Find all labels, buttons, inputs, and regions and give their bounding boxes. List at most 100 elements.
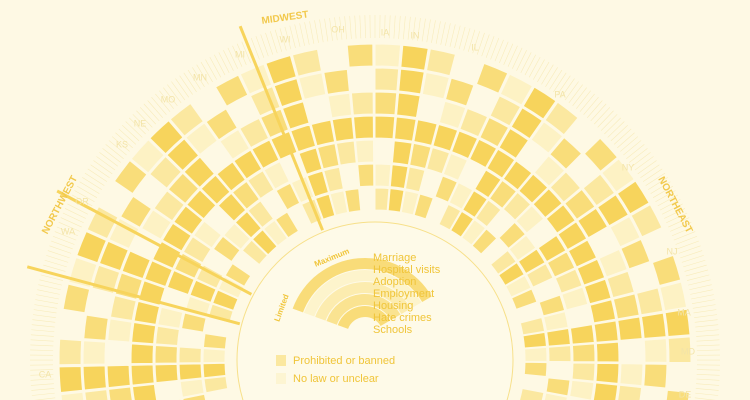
- tick: [30, 383, 54, 386]
- tick: [695, 329, 719, 333]
- tick: [681, 255, 704, 263]
- state-label: IN: [411, 30, 420, 40]
- tick: [600, 114, 618, 131]
- cell: [459, 107, 489, 138]
- tick: [35, 299, 59, 304]
- cell: [223, 222, 251, 250]
- tick: [650, 181, 671, 194]
- state-label: WA: [61, 226, 75, 236]
- tick: [115, 132, 133, 149]
- tick: [44, 259, 67, 268]
- cell: [643, 363, 668, 389]
- cell: [109, 295, 137, 322]
- cell: [543, 311, 569, 332]
- cell: [217, 275, 245, 299]
- cell: [498, 127, 530, 160]
- tick: [304, 22, 310, 45]
- cell: [130, 343, 155, 365]
- cell: [617, 316, 643, 341]
- cell: [546, 251, 576, 278]
- cell: [83, 314, 109, 341]
- cell: [310, 119, 336, 147]
- cell: [640, 312, 667, 339]
- cell: [557, 221, 588, 251]
- cell: [450, 130, 479, 160]
- tick: [54, 231, 77, 241]
- tick: [463, 28, 471, 51]
- legend-right: Housing: [373, 300, 413, 312]
- cell: [525, 263, 554, 288]
- legend-ring: [315, 281, 411, 321]
- tick: [634, 156, 654, 171]
- tick: [43, 264, 66, 272]
- cell: [182, 236, 212, 264]
- tick: [118, 128, 137, 145]
- tick: [227, 47, 238, 69]
- cell: [182, 393, 207, 400]
- tick: [557, 75, 571, 95]
- cell: [519, 387, 545, 400]
- cell: [659, 281, 688, 312]
- cell: [471, 228, 498, 255]
- cell: [510, 288, 538, 310]
- cell: [154, 344, 178, 364]
- tick: [214, 54, 226, 76]
- cell: [178, 346, 202, 364]
- tick: [597, 110, 614, 128]
- tick: [344, 16, 347, 40]
- cell: [327, 92, 353, 119]
- cell: [461, 218, 487, 246]
- tick: [683, 259, 706, 268]
- tick: [129, 117, 146, 135]
- tick: [36, 294, 59, 300]
- cell: [157, 306, 184, 329]
- tick: [179, 75, 193, 95]
- state-label: IA: [381, 27, 390, 37]
- cell: [549, 136, 583, 170]
- tick: [664, 208, 686, 219]
- tick: [71, 194, 93, 207]
- cell: [149, 155, 183, 189]
- cell: [569, 324, 595, 345]
- tick: [260, 34, 269, 57]
- state-label: PA: [554, 89, 565, 99]
- cell: [374, 187, 390, 212]
- cell: [130, 364, 155, 386]
- tick: [610, 124, 628, 142]
- tick: [93, 160, 113, 175]
- legend-swatch: [276, 373, 286, 384]
- cell: [532, 188, 563, 219]
- cell: [82, 365, 107, 391]
- cell: [275, 182, 301, 211]
- cell: [251, 229, 278, 256]
- tick: [38, 284, 61, 291]
- cell: [546, 327, 571, 347]
- tick: [56, 226, 79, 237]
- cell: [212, 289, 239, 311]
- cell: [291, 48, 323, 77]
- tick: [384, 15, 386, 39]
- tick: [398, 15, 401, 39]
- cell: [76, 230, 108, 264]
- cell: [643, 338, 668, 363]
- tick: [694, 319, 718, 323]
- tick: [640, 164, 660, 178]
- cell: [149, 120, 184, 155]
- tick: [359, 15, 362, 39]
- cell: [387, 188, 405, 213]
- tick: [79, 181, 100, 194]
- tick: [393, 15, 396, 39]
- cell: [438, 100, 467, 130]
- tick: [58, 221, 80, 232]
- tick: [111, 136, 130, 152]
- cell: [140, 209, 172, 240]
- cell: [113, 159, 148, 195]
- cell: [583, 278, 612, 305]
- cell: [651, 254, 682, 287]
- tick: [364, 15, 366, 39]
- state-label: MA: [677, 307, 691, 317]
- tick: [299, 23, 305, 46]
- legend-right: Hate crimes: [373, 312, 432, 324]
- cell: [262, 219, 289, 247]
- tick: [691, 299, 715, 304]
